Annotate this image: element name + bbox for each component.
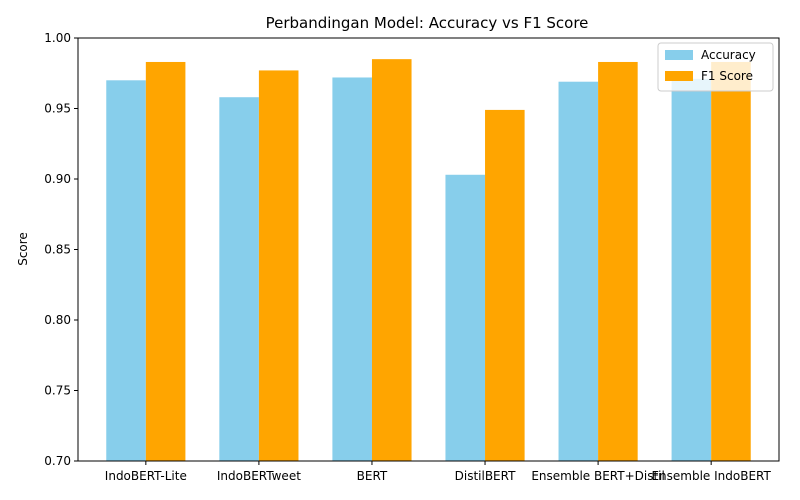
legend-label: F1 Score: [701, 69, 753, 83]
bars-group: [106, 59, 751, 462]
x-tick-label: IndoBERTweet: [217, 469, 301, 483]
bar-accuracy: [332, 77, 372, 461]
y-tick-label: 0.85: [44, 243, 71, 257]
bar-f1-score: [485, 109, 525, 461]
chart-title: Perbandingan Model: Accuracy vs F1 Score: [266, 14, 589, 32]
y-axis-label: Score: [16, 232, 30, 266]
y-tick-label: 0.80: [44, 313, 71, 327]
y-tick-label: 0.75: [44, 384, 71, 398]
bar-f1-score: [598, 61, 638, 461]
x-tick-label: IndoBERT-Lite: [105, 469, 187, 483]
x-tick-label: BERT: [357, 469, 388, 483]
bar-f1-score: [711, 61, 751, 461]
y-tick-label: 0.70: [44, 454, 71, 468]
y-tick-label: 0.90: [44, 172, 71, 186]
bar-f1-score: [371, 59, 412, 462]
plot-frame: [77, 37, 780, 462]
x-axis: IndoBERT-Lite IndoBERTweet BERT DistilBERT E…: [105, 461, 772, 483]
y-tick-label: 0.95: [44, 102, 71, 116]
bar-accuracy: [106, 80, 146, 462]
x-tick-label: DistilBERT: [455, 469, 516, 483]
bar-accuracy: [445, 174, 486, 461]
x-tick-label: Ensemble IndoBERT: [651, 469, 771, 483]
legend-label: Accuracy: [701, 48, 756, 62]
bar-accuracy: [558, 81, 599, 462]
legend-swatch: [665, 71, 693, 81]
y-tick-label: 1.00: [44, 31, 71, 45]
x-tick-label: Ensemble BERT+Distil: [531, 469, 665, 483]
bar-accuracy: [671, 78, 712, 461]
bar-accuracy: [219, 97, 259, 461]
y-axis: 0.70 0.75 0.80 0.85 0.90 0.95 1.00: [44, 31, 78, 468]
bar-f1-score: [145, 61, 186, 461]
legend-swatch: [665, 50, 693, 60]
legend: Accuracy F1 Score: [657, 42, 774, 92]
bar-f1-score: [258, 70, 299, 462]
